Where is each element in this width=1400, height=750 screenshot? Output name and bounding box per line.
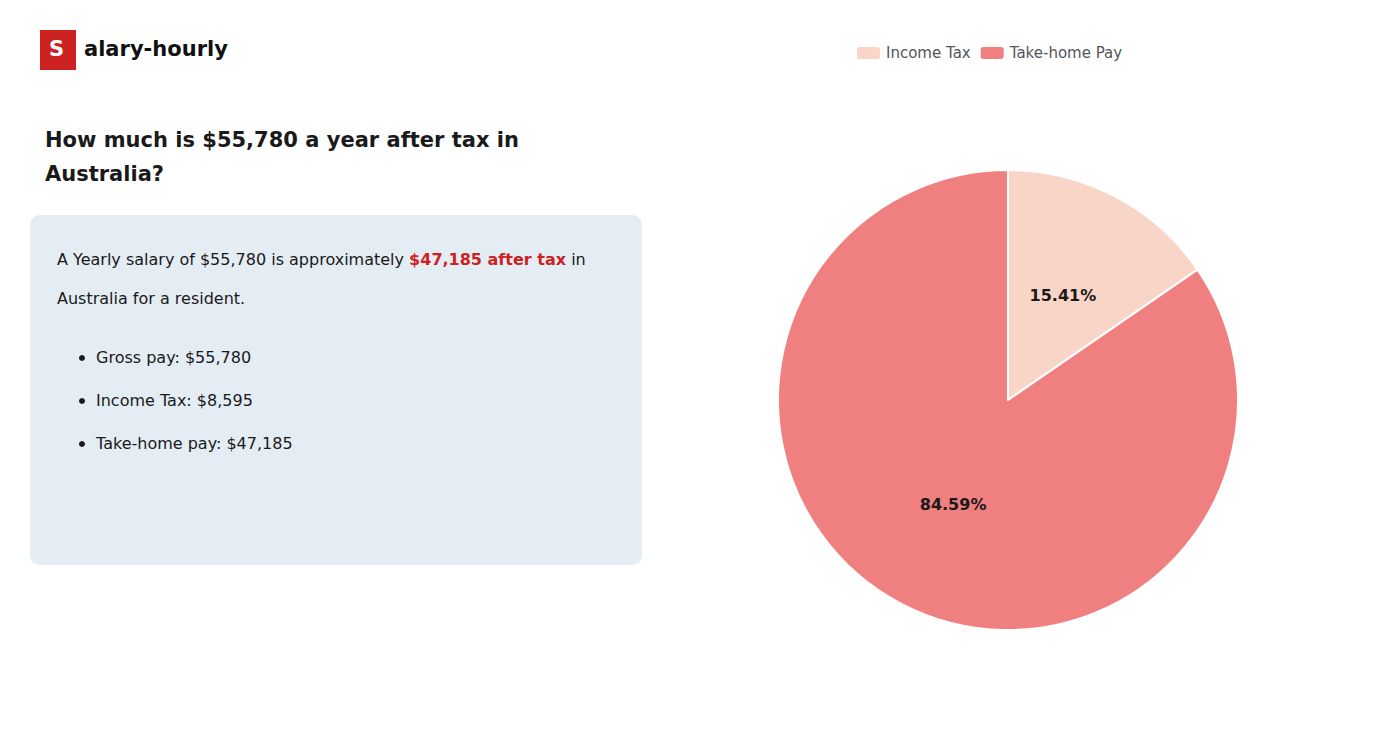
svg-text:Income Tax: Income Tax [886,44,971,62]
svg-text:Australia for a resident.: Australia for a resident. [57,289,245,308]
svg-text:S: S [49,37,64,61]
svg-text:in: in [566,250,586,269]
svg-text:84.59%: 84.59% [920,495,987,514]
svg-text:alary-hourly: alary-hourly [84,37,228,61]
svg-text:Income Tax: $8,595: Income Tax: $8,595 [96,391,253,410]
svg-text:Gross pay: $55,780: Gross pay: $55,780 [96,348,251,367]
svg-text:A Yearly salary of $55,780 is: A Yearly salary of $55,780 is approximat… [57,250,409,269]
svg-text:Australia?: Australia? [45,162,164,186]
svg-text:$47,185 after tax: $47,185 after tax [409,250,567,269]
svg-text:How much is $55,780 a year aft: How much is $55,780 a year after tax in [45,128,519,152]
svg-text:15.41%: 15.41% [1030,286,1097,305]
svg-text:Take-home Pay: Take-home Pay [1009,44,1123,62]
svg-text:Take-home pay: $47,185: Take-home pay: $47,185 [95,434,293,453]
